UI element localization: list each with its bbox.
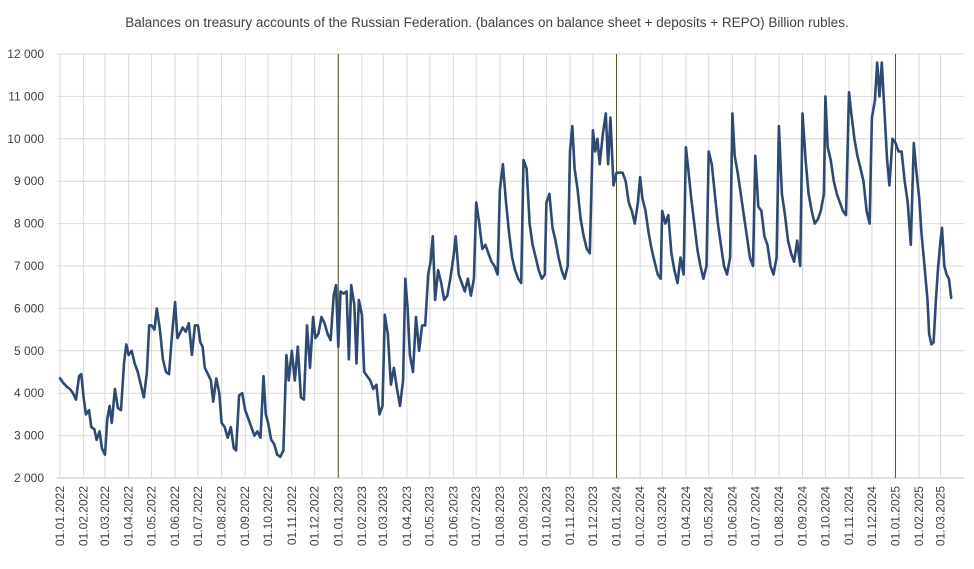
y-tick-label: 9 000 <box>14 174 44 188</box>
y-tick-label: 10 000 <box>7 132 44 146</box>
x-axis: 01.01.2022 01.02.2022 01.03.2022 01.04.2022… <box>53 486 948 546</box>
x-tick-label: 01.09.2024 <box>796 486 810 546</box>
x-tick-label: 01.03.2025 <box>934 486 948 546</box>
y-tick-label: 7 000 <box>14 259 44 273</box>
x-tick-label: 01.05.2022 <box>144 486 158 546</box>
y-tick-label: 3 000 <box>14 429 44 443</box>
x-tick-label: 01.12.2023 <box>586 486 600 546</box>
y-tick-label: 11 000 <box>8 89 44 103</box>
x-tick-label: 01.05.2024 <box>702 486 716 546</box>
x-tick-label: 01.10.2024 <box>818 486 832 546</box>
x-tick-label: 01.06.2022 <box>168 486 182 546</box>
x-tick-label: 01.02.2024 <box>633 486 647 546</box>
y-tick-label: 5 000 <box>14 344 44 358</box>
y-axis: 2 000 3 000 4 000 5 000 6 000 7 000 8 000 9 000… <box>7 47 44 485</box>
y-tick-label: 2 000 <box>14 471 44 485</box>
x-tick-label: 01.11.2024 <box>842 486 856 545</box>
gridlines <box>57 53 964 479</box>
x-tick-label: 01.11.2023 <box>563 486 577 545</box>
x-tick-label: 01.06.2023 <box>446 486 460 546</box>
x-tick-label: 01.06.2024 <box>725 486 739 546</box>
y-tick-label: 12 000 <box>7 47 44 61</box>
x-tick-label: 01.01.2024 <box>610 486 624 546</box>
series-layer <box>58 61 953 459</box>
x-tick-label: 01.04.2022 <box>122 486 136 546</box>
x-tick-label: 01.08.2023 <box>493 486 507 546</box>
x-tick-label: 01.12.2022 <box>308 486 322 546</box>
x-tick-label: 01.07.2022 <box>191 486 205 546</box>
x-tick-label: 01.07.2023 <box>469 486 483 546</box>
x-tick-label: 01.10.2023 <box>539 486 553 546</box>
x-tick-label: 01.02.2023 <box>355 486 369 546</box>
x-tick-label: 01.12.2024 <box>865 486 879 546</box>
x-tick-label: 01.01.2025 <box>889 486 903 546</box>
x-tick-label: 01.05.2023 <box>423 486 437 546</box>
x-tick-label: 01.02.2025 <box>912 486 926 546</box>
year-markers <box>337 54 897 478</box>
chart-title: Balances on treasury accounts of the Rus… <box>125 15 849 30</box>
x-tick-label: 01.10.2022 <box>261 486 275 546</box>
x-tick-label: 01.03.2024 <box>655 486 669 546</box>
x-tick-label: 01.08.2022 <box>215 486 229 546</box>
y-tick-label: 4 000 <box>14 386 44 400</box>
x-tick-label: 01.09.2023 <box>517 486 531 546</box>
y-tick-label: 6 000 <box>14 301 44 315</box>
series-line <box>58 61 953 459</box>
x-tick-label: 01.03.2022 <box>98 486 112 546</box>
x-tick-label: 01.11.2022 <box>285 486 299 545</box>
x-tick-label: 01.04.2023 <box>400 486 414 546</box>
y-tick-label: 8 000 <box>14 217 44 231</box>
x-tick-label: 01.02.2022 <box>77 486 91 546</box>
x-tick-label: 01.03.2023 <box>376 486 390 546</box>
x-tick-label: 01.01.2023 <box>331 486 345 546</box>
x-tick-label: 01.01.2022 <box>53 486 67 546</box>
x-tick-label: 01.09.2022 <box>238 486 252 546</box>
x-tick-label: 01.07.2024 <box>748 486 762 546</box>
x-tick-label: 01.08.2024 <box>772 486 786 546</box>
x-tick-label: 01.04.2024 <box>679 486 693 546</box>
